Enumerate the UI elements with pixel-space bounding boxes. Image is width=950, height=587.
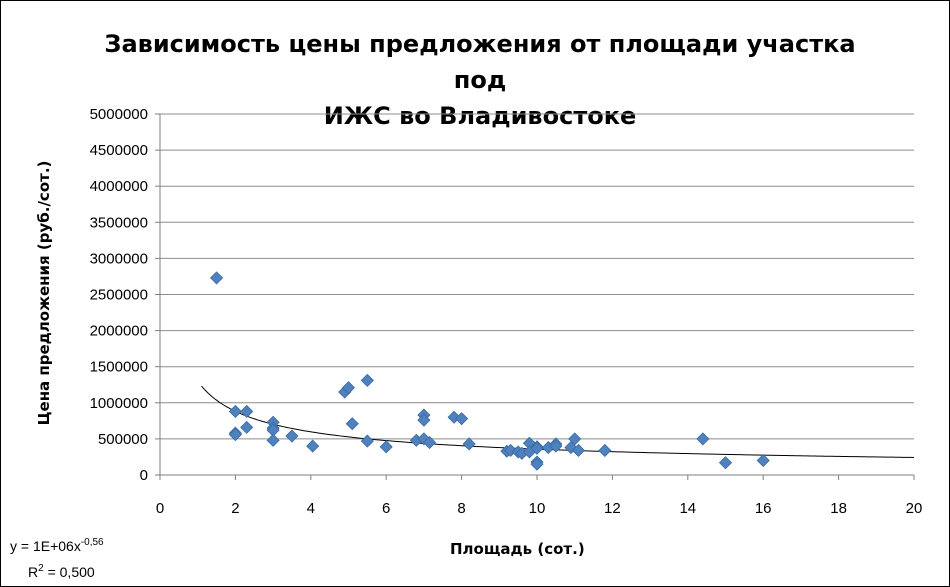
data-point	[530, 457, 544, 471]
y-tick-label: 2000000	[90, 323, 148, 340]
y-tick-label: 5000000	[90, 106, 148, 123]
data-point	[571, 443, 586, 458]
axes	[155, 113, 915, 480]
data-point	[360, 373, 374, 387]
y-tick-label: 2500000	[90, 287, 148, 304]
y-tick-label: 0	[140, 467, 148, 484]
data-point	[462, 437, 476, 451]
x-tick-label: 16	[755, 500, 772, 517]
x-tick-label: 12	[604, 500, 621, 517]
data-point	[228, 404, 242, 419]
x-tick-label: 20	[906, 500, 923, 517]
y-tick-label: 3000000	[90, 250, 148, 267]
x-axis-label: Площадь (сот.)	[450, 540, 585, 558]
data-point	[417, 413, 431, 427]
y-tick-label: 1500000	[90, 359, 148, 376]
chart-title-line-2: ИЖС во Владивостоке	[323, 102, 637, 130]
data-point	[209, 271, 224, 285]
x-tick-label: 0	[156, 500, 164, 517]
chart-title: Зависимость цены предложения от площади …	[100, 26, 860, 134]
data-point	[285, 429, 299, 443]
data-point	[549, 439, 563, 453]
chart-title-line-1: Зависимость цены предложения от площади …	[104, 30, 856, 94]
data-point	[228, 428, 242, 442]
y-tick-label: 3500000	[90, 214, 148, 231]
x-tick-label: 10	[529, 500, 546, 517]
data-point	[306, 439, 320, 453]
trendline-equation: y = 1E+06x-0,56	[10, 537, 104, 554]
y-tick-label: 4000000	[90, 178, 148, 195]
y-tick-label: 1000000	[90, 395, 148, 412]
data-point	[422, 435, 437, 450]
x-tick-label: 6	[382, 500, 390, 517]
data-point	[240, 404, 254, 419]
equation-base: y = 1E+06x	[10, 538, 81, 554]
y-tick-label: 500000	[98, 431, 148, 448]
data-point	[360, 434, 374, 448]
data-point	[341, 381, 356, 395]
data-point	[455, 412, 469, 426]
y-axis-label: Цена предложения (руб./сот.)	[35, 160, 53, 426]
data-point	[696, 432, 710, 446]
data-point	[568, 432, 582, 446]
x-tick-label: 18	[830, 500, 847, 517]
data-point	[756, 453, 770, 468]
x-tick-label: 4	[307, 500, 315, 517]
tick-labels: 0 500000 1000000 1500000 2000000 2500000 30000…	[90, 106, 923, 517]
r-squared-value: = 0,500	[43, 564, 95, 580]
equation-exponent: -0,56	[80, 537, 104, 548]
data-point	[598, 443, 612, 458]
data-point	[266, 433, 280, 447]
x-tick-label: 2	[231, 500, 239, 517]
grid-lines	[160, 113, 914, 440]
data-point	[379, 440, 393, 454]
r-squared: R2 = 0,500	[28, 563, 95, 580]
x-tick-label: 14	[679, 500, 696, 517]
x-tick-label: 8	[457, 500, 465, 517]
r-squared-sup: 2	[38, 563, 44, 574]
r-squared-prefix: R	[28, 564, 39, 580]
data-point	[718, 456, 733, 470]
data-point	[240, 420, 254, 434]
y-tick-label: 4500000	[90, 142, 148, 159]
data-points	[209, 271, 770, 471]
data-point	[530, 441, 544, 455]
data-point	[345, 417, 359, 431]
